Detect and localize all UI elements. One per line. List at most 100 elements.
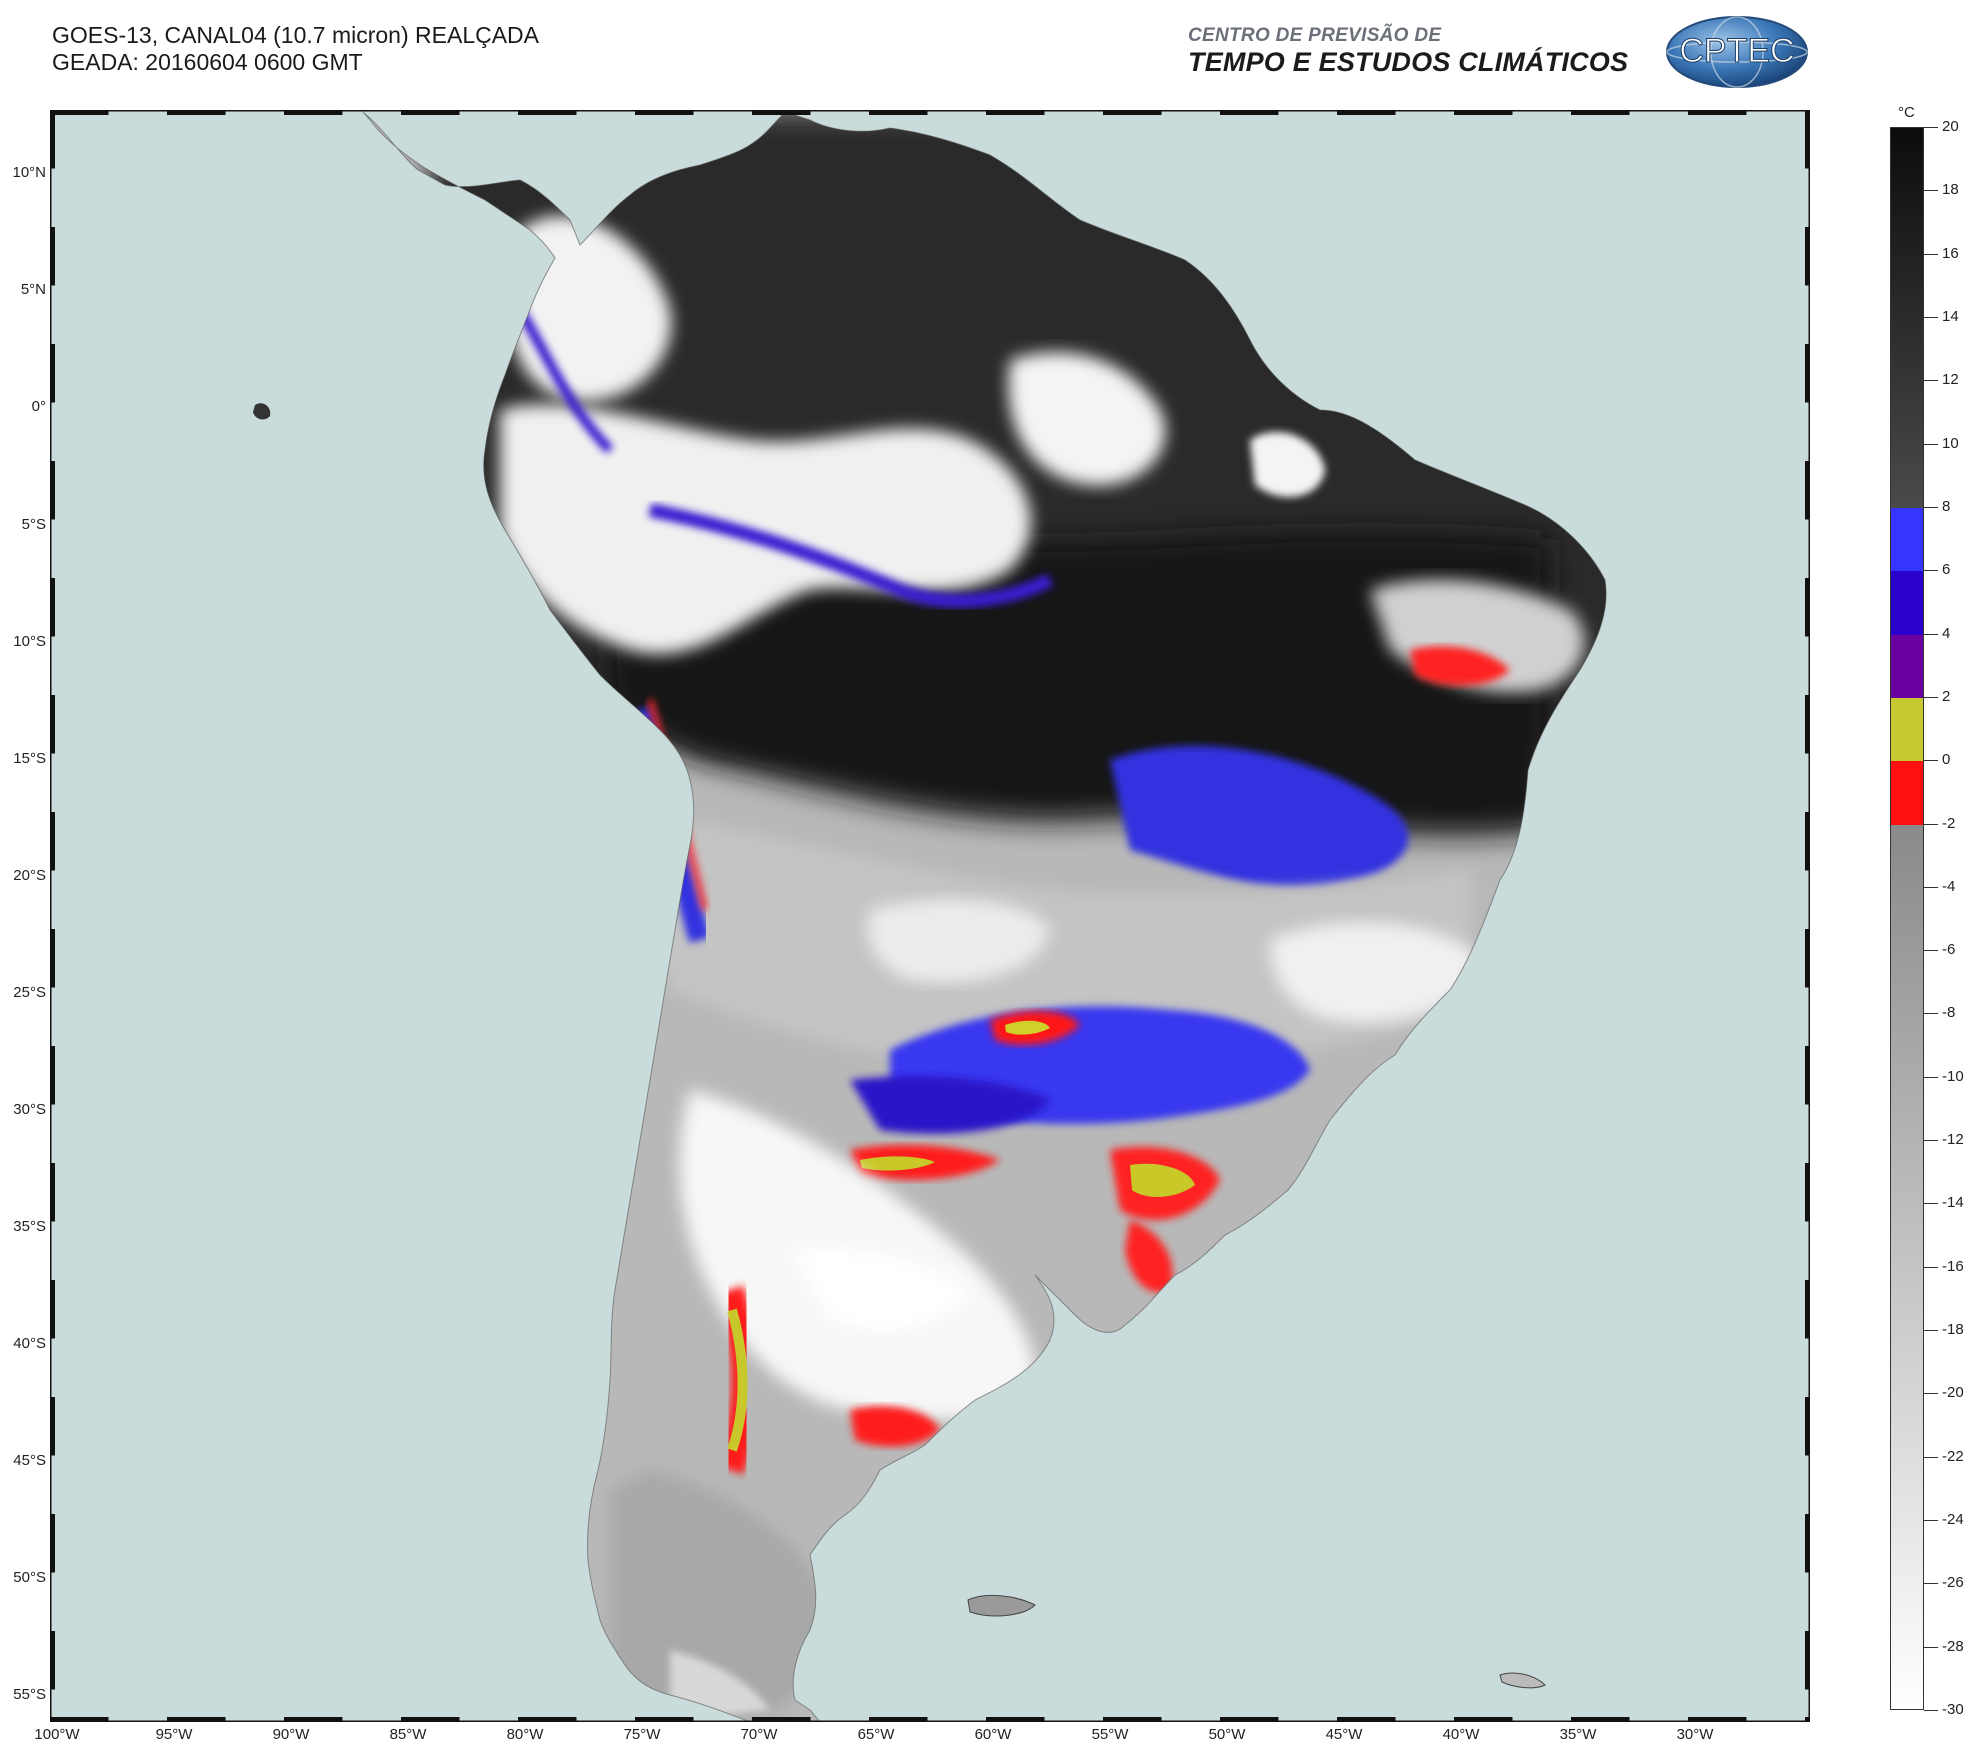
- lon-label: 40°W: [1442, 1726, 1480, 1743]
- lat-label: 45°S: [13, 1452, 46, 1469]
- lon-label: 60°W: [974, 1726, 1012, 1743]
- frame-tick: [1805, 1280, 1810, 1339]
- colorbar-label: -28: [1942, 1637, 1964, 1655]
- south-georgia-island: [1499, 1672, 1546, 1689]
- lat-label: 50°S: [13, 1569, 46, 1586]
- frame-tick: [50, 110, 55, 169]
- frame-tick: [50, 1631, 55, 1690]
- colorbar-band: [1891, 128, 1923, 508]
- lon-label: 95°W: [155, 1726, 193, 1743]
- lat-label: 35°S: [13, 1218, 46, 1235]
- product-title-line1: GOES-13, CANAL04 (10.7 micron) REALÇADA: [52, 22, 540, 48]
- lat-label: 30°S: [13, 1101, 46, 1118]
- frame-tick: [869, 110, 928, 115]
- lon-label: 90°W: [272, 1726, 310, 1743]
- frame-tick: [1805, 812, 1810, 871]
- map-frame-ticks: [50, 110, 1810, 1722]
- colorbar-tick: [1924, 760, 1938, 762]
- colorbar-unit: °C: [1898, 104, 1915, 121]
- colorbar-label: 10: [1942, 434, 1959, 452]
- colorbar-label: -14: [1942, 1194, 1964, 1212]
- colorbar-tick: [1924, 570, 1938, 572]
- frame-tick: [1805, 578, 1810, 637]
- frame-tick: [50, 1046, 55, 1105]
- frame-tick: [50, 344, 55, 403]
- colorbar-tick: [1924, 886, 1938, 888]
- frame-tick: [518, 110, 577, 115]
- lat-label: 15°S: [13, 750, 46, 767]
- lat-label: 20°S: [13, 867, 46, 884]
- logo-text: CPTEC: [1679, 32, 1794, 70]
- frame-tick: [50, 227, 55, 286]
- frame-tick: [1805, 929, 1810, 988]
- colorbar-tick: [1924, 127, 1938, 128]
- colorbar-tick: [1924, 1013, 1938, 1015]
- frame-tick: [50, 578, 55, 637]
- colorbar-band: [1891, 697, 1923, 762]
- frame-tick: [167, 1717, 226, 1722]
- colorbar-tick: [1924, 1646, 1938, 1648]
- colorbar-label: 16: [1942, 244, 1959, 262]
- cptec-logo: CPTEC: [1666, 16, 1808, 88]
- frame-tick: [1103, 1717, 1162, 1722]
- lon-label: 80°W: [506, 1726, 544, 1743]
- colorbar-band: [1891, 634, 1923, 698]
- colorbar-label: 18: [1942, 181, 1959, 199]
- lon-label: 75°W: [623, 1726, 661, 1743]
- colorbar-tick: [1924, 633, 1938, 635]
- lon-label: 65°W: [857, 1726, 895, 1743]
- frame-tick: [1571, 1717, 1630, 1722]
- map-border: [50, 110, 1810, 1722]
- colorbar-label: -6: [1942, 941, 1956, 959]
- frame-tick: [1103, 110, 1162, 115]
- lon-label: 45°W: [1325, 1726, 1363, 1743]
- frame-tick: [752, 110, 811, 115]
- lat-label: 25°S: [13, 984, 46, 1001]
- colorbar-tick: [1924, 190, 1938, 192]
- colorbar-label: 14: [1942, 307, 1959, 325]
- frame-tick: [1454, 1717, 1513, 1722]
- colorbar-label: 12: [1942, 371, 1959, 389]
- frame-tick: [1688, 1717, 1747, 1722]
- frame-tick: [1805, 1046, 1810, 1105]
- frame-tick: [635, 1717, 694, 1722]
- colorbar-label: 8: [1942, 497, 1951, 515]
- colorbar-label: -12: [1942, 1131, 1964, 1149]
- colorbar-label: -22: [1942, 1447, 1964, 1465]
- colorbar-tick: [1924, 380, 1938, 382]
- frame-tick: [1571, 110, 1630, 115]
- colorbar-tick: [1924, 1203, 1938, 1205]
- frame-tick: [1805, 1397, 1810, 1456]
- frame-tick: [986, 110, 1045, 115]
- frame-tick: [869, 1717, 928, 1722]
- frame-tick: [50, 110, 109, 115]
- colorbar-tick: [1924, 1393, 1938, 1395]
- temperature-colorbar: [1890, 127, 1924, 1710]
- colorbar-tick: [1924, 1330, 1938, 1332]
- frame-tick: [50, 929, 55, 988]
- colorbar-label: 0: [1942, 751, 1951, 769]
- lon-label: 70°W: [740, 1726, 778, 1743]
- lon-label: 50°W: [1208, 1726, 1246, 1743]
- frame-tick: [50, 1280, 55, 1339]
- colorbar-label: 20: [1942, 118, 1959, 135]
- lon-label: 30°W: [1676, 1726, 1714, 1743]
- colorbar-band: [1891, 507, 1923, 572]
- frame-tick: [50, 1163, 55, 1222]
- product-title: GOES-13, CANAL04 (10.7 micron) REALÇADA …: [52, 22, 539, 76]
- lon-label: 55°W: [1091, 1726, 1129, 1743]
- lat-label: 10°N: [12, 164, 46, 181]
- frame-tick: [284, 110, 343, 115]
- frame-tick: [1688, 110, 1747, 115]
- frame-tick: [50, 812, 55, 871]
- colorbar-label: -26: [1942, 1574, 1964, 1592]
- frame-tick: [1805, 695, 1810, 754]
- frame-tick: [50, 1514, 55, 1573]
- colorbar-label: -18: [1942, 1321, 1964, 1339]
- colorbar-tick: [1924, 1456, 1938, 1458]
- colorbar-tick: [1924, 1266, 1938, 1268]
- lat-label: 5°N: [20, 281, 46, 298]
- lon-label: 85°W: [389, 1726, 427, 1743]
- colorbar-tick: [1924, 696, 1938, 698]
- institution-name-line2: TEMPO E ESTUDOS CLIMÁTICOS: [1188, 47, 1629, 77]
